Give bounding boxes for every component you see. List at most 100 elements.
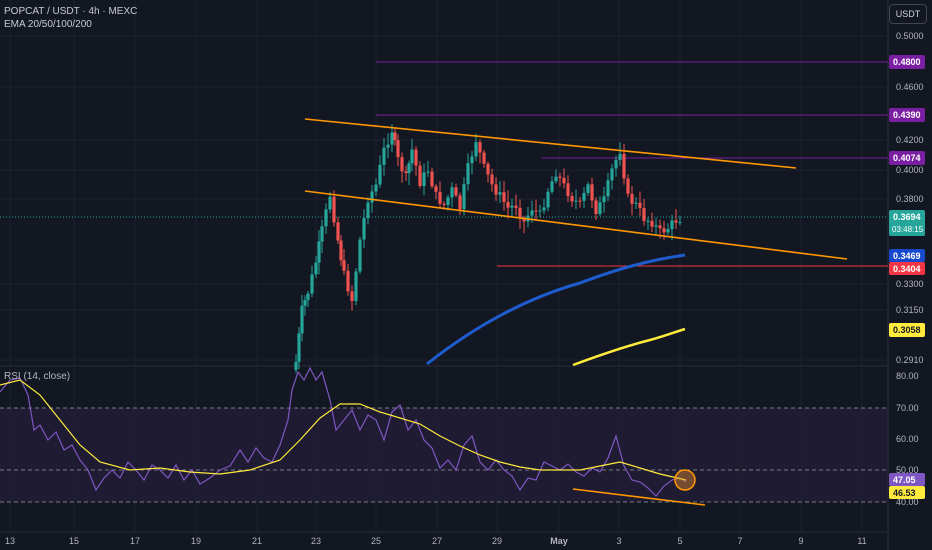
candle-body[interactable] — [566, 183, 570, 197]
ema-200-line[interactable] — [572, 327, 686, 367]
candle-body[interactable] — [314, 262, 318, 275]
candle-body[interactable] — [422, 172, 426, 186]
candle-body[interactable] — [442, 203, 446, 205]
candle-body[interactable] — [638, 202, 642, 209]
candle-body[interactable] — [332, 196, 336, 223]
candle-body[interactable] — [434, 186, 438, 192]
candle-body[interactable] — [396, 140, 400, 158]
candle-body[interactable] — [418, 165, 422, 186]
candle-body[interactable] — [550, 181, 554, 192]
rsi-divergence-trendline[interactable] — [572, 488, 706, 506]
indicator-legend[interactable]: EMA 20/50/100/200 — [4, 19, 92, 30]
candle-body[interactable] — [654, 225, 658, 227]
candle-body[interactable] — [370, 191, 374, 203]
candle-body[interactable] — [324, 209, 328, 227]
candle-body[interactable] — [350, 291, 354, 302]
candle-body[interactable] — [602, 196, 606, 203]
candle-body[interactable] — [470, 156, 474, 164]
candle-body[interactable] — [546, 191, 550, 208]
candle-body[interactable] — [662, 228, 666, 233]
candle-body[interactable] — [430, 171, 434, 187]
candle-body[interactable] — [374, 184, 378, 192]
candle-body[interactable] — [366, 202, 370, 219]
candle-body[interactable] — [646, 220, 650, 222]
candle-body[interactable] — [404, 171, 408, 174]
candle-body[interactable] — [386, 144, 390, 148]
candle-body[interactable] — [650, 220, 654, 227]
candle-body[interactable] — [446, 197, 450, 205]
rsi-line[interactable] — [0, 366, 687, 497]
candle-body[interactable] — [303, 300, 307, 306]
candle-body[interactable] — [518, 207, 522, 219]
candle-body[interactable] — [542, 207, 546, 211]
candle-body[interactable] — [320, 226, 324, 242]
candle-body[interactable] — [486, 163, 490, 175]
candle-body[interactable] — [450, 187, 454, 198]
candle-body[interactable] — [407, 163, 411, 174]
price-axis[interactable]: 0.5000 0.4600 0.4200 0.4000 0.3800 0.330… — [896, 31, 924, 365]
rsi-ma-line[interactable] — [0, 379, 687, 481]
candle-body[interactable] — [498, 192, 502, 195]
candle-body[interactable] — [294, 361, 298, 370]
ema-100-line[interactable] — [426, 253, 686, 366]
rsi-axis[interactable]: 80.00 70.00 60.00 50.00 40.00 47.05 46.5… — [889, 371, 925, 507]
candle-body[interactable] — [630, 193, 634, 204]
candle-body[interactable] — [490, 174, 494, 185]
candle-body[interactable] — [610, 168, 614, 181]
candle-body[interactable] — [594, 200, 598, 215]
candle-body[interactable] — [570, 196, 574, 202]
channel-upper-trendline[interactable] — [304, 118, 797, 169]
candle-body[interactable] — [458, 195, 462, 210]
candle-body[interactable] — [482, 152, 486, 164]
candle-body[interactable] — [534, 210, 538, 212]
candle-body[interactable] — [410, 149, 414, 164]
candle-body[interactable] — [426, 171, 430, 173]
candle-body[interactable] — [622, 153, 626, 179]
candle-body[interactable] — [618, 153, 622, 160]
candle-body[interactable] — [674, 220, 678, 223]
candle-body[interactable] — [438, 191, 442, 204]
channel-lower-trendline[interactable] — [304, 190, 848, 260]
candle-body[interactable] — [574, 200, 578, 202]
candle-body[interactable] — [530, 210, 534, 216]
candle-body[interactable] — [582, 193, 586, 201]
candle-body[interactable] — [586, 184, 590, 194]
candle-body[interactable] — [342, 260, 346, 271]
candle-body[interactable] — [358, 239, 362, 272]
candle-body[interactable] — [362, 218, 366, 240]
candle-body[interactable] — [642, 208, 646, 221]
candle-body[interactable] — [614, 159, 618, 169]
candle-body[interactable] — [354, 271, 358, 302]
candle-body[interactable] — [502, 192, 506, 202]
candle-body[interactable] — [578, 200, 582, 202]
candle-body[interactable] — [634, 202, 638, 204]
candle-body[interactable] — [466, 163, 470, 185]
candle-body[interactable] — [670, 220, 674, 230]
candle-body[interactable] — [310, 274, 314, 294]
candle-body[interactable] — [562, 177, 566, 184]
candle-body[interactable] — [390, 132, 394, 145]
currency-button[interactable]: USDT — [889, 4, 927, 24]
candle-body[interactable] — [510, 205, 514, 208]
candle-body[interactable] — [514, 205, 518, 208]
candle-body[interactable] — [317, 241, 321, 263]
candle-body[interactable] — [400, 157, 404, 172]
candle-body[interactable] — [454, 187, 458, 196]
candle-body[interactable] — [382, 147, 386, 165]
candle-body[interactable] — [522, 218, 526, 222]
candle-body[interactable] — [626, 178, 630, 194]
candle-body[interactable] — [378, 164, 382, 185]
candle-body[interactable] — [300, 305, 304, 334]
rsi-legend[interactable]: RSI (14, close) — [4, 371, 71, 382]
time-axis[interactable]: 13 15 17 19 21 23 25 27 29 May 3 5 7 9 1… — [5, 536, 867, 546]
candle-body[interactable] — [558, 176, 562, 178]
candle-body[interactable] — [666, 229, 670, 233]
candle-body[interactable] — [297, 333, 301, 362]
candle-body[interactable] — [606, 180, 610, 197]
candle-body[interactable] — [393, 132, 397, 141]
candle-body[interactable] — [336, 222, 340, 241]
rsi-highlight-circle[interactable] — [674, 469, 696, 491]
candle-body[interactable] — [506, 201, 510, 208]
candlestick-series[interactable] — [294, 124, 682, 374]
